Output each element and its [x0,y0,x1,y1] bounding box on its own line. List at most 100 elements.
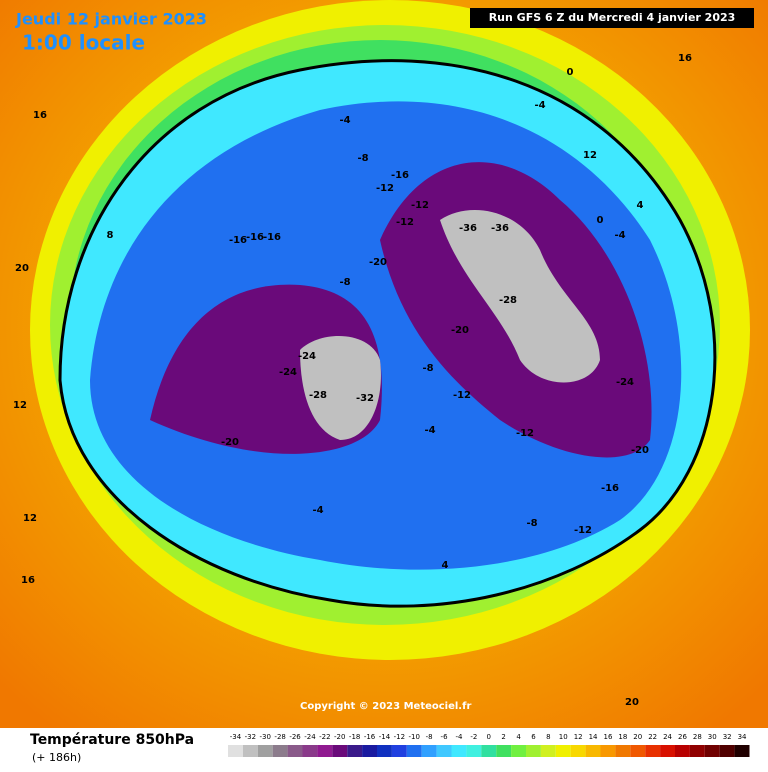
colorbar-tick-label: 34 [738,733,747,741]
contour-label: -20 [451,325,469,336]
colorbar-tick-label: 16 [603,733,612,741]
colorbar-tick-label: -8 [426,733,433,741]
colorbar-swatch [466,745,482,757]
colorbar-tick-label: -22 [319,733,330,741]
colorbar-swatch [451,745,467,757]
colorbar-tick-label: -14 [379,733,391,741]
contour-label: -24 [298,351,316,362]
colorbar-tick-label: -28 [274,733,285,741]
colorbar-swatch [585,745,601,757]
colorbar-tick-label: -4 [455,733,463,741]
colorbar-swatch [481,745,497,757]
contour-label: -12 [453,390,471,401]
colorbar-swatch [719,745,735,757]
colorbar-swatch [302,745,318,757]
colorbar-tick-label: 22 [648,733,657,741]
colorbar-swatch [391,745,407,757]
contour-label: 4 [442,560,449,571]
colorbar-tick-label: 8 [546,733,550,741]
colorbar-tick-label: -24 [304,733,316,741]
colorbar-tick-label: 30 [708,733,717,741]
colorbar-swatch [540,745,556,757]
run-info: Run GFS 6 Z du Mercredi 4 janvier 2023 [489,11,736,24]
colorbar-swatch [660,745,675,757]
contour-label: 8 [107,230,114,241]
colorbar-swatch [645,745,661,757]
colorbar-swatch [675,745,690,757]
colorbar-swatch [347,745,363,757]
contour-label: -36 [491,223,509,234]
contour-label: 0 [567,67,574,78]
colorbar-tick-label: 28 [693,733,702,741]
contour-label: -12 [396,217,414,228]
colorbar-swatch [600,745,616,757]
contour-label: -8 [526,518,537,529]
contour-label: -8 [357,153,368,164]
colorbar-swatch [630,745,646,757]
colorbar-tick-label: 10 [559,733,568,741]
contour-label: -4 [312,505,323,516]
colorbar-tick-label: 0 [487,733,491,741]
colorbar-tick-label: -10 [409,733,420,741]
colorbar-tick-label: 2 [501,733,505,741]
contour-label: -8 [339,277,350,288]
colorbar-tick-label: 24 [663,733,672,741]
colorbar-swatch [362,745,377,757]
colorbar-swatch [436,745,452,757]
colorbar-swatch [287,745,303,757]
contour-label: -12 [411,200,429,211]
extreme-cold-core [440,210,600,383]
colorbar-swatch [689,745,705,757]
contour-label: 20 [15,263,29,274]
contour-label: -8 [422,363,433,374]
colorbar-swatch [570,745,586,757]
contour-label: 12 [583,150,597,161]
colorbar-tick-label: -6 [441,733,449,741]
zero-isotherm [58,59,717,608]
colorbar-swatch [704,745,720,757]
colorbar-swatch [615,745,631,757]
contour-label: -4 [339,115,350,126]
colorbar-tick-label: -20 [334,733,345,741]
contour-label: -4 [534,100,545,111]
colorbar-swatch [511,745,526,757]
colorbar-swatch [317,745,333,757]
colorbar-tick-label: -12 [394,733,405,741]
colorbar-tick-label: 18 [618,733,627,741]
colorbar-tick-label: -30 [260,733,271,741]
contour-label: -16 [601,483,619,494]
contour-label: 16 [33,110,47,121]
contour-label: 12 [13,400,27,411]
colorbar-tick-label: 32 [723,733,732,741]
colorbar-swatch [257,745,273,757]
colorbar-tick-label: -18 [349,733,360,741]
colorbar-swatch [406,745,422,757]
colorbar-tick-label: -2 [470,733,477,741]
colorbar-tick-label: -26 [289,733,301,741]
contour-label: -4 [614,230,625,241]
colorbar-tick-label: 14 [589,733,598,741]
contour-label: -16 [391,170,409,181]
contour-label: -24 [616,377,634,388]
contour-label: 16 [21,575,35,586]
contour-label: -12 [574,525,592,536]
contour-label: -12 [376,183,394,194]
local-time: 1:00 locale [22,31,145,55]
colorbar-swatch [242,745,258,757]
colorbar-tick-label: -32 [245,733,256,741]
contour-label: 16 [678,53,692,64]
contour-label: 4 [637,200,644,211]
colorbar-tick-label: -16 [364,733,376,741]
contour-label: -36 [459,223,477,234]
contour-label: -4 [424,425,435,436]
colorbar-swatch [734,745,750,757]
colorbar-swatch [555,745,571,757]
colorbar-tick-label: -34 [230,733,242,741]
colorbar-swatch [377,745,392,757]
colorbar-swatch [332,745,348,757]
extreme-cold-core [300,336,381,440]
valid-date: Jeudi 12 janvier 2023 [15,10,207,29]
contour-label: -32 [356,393,374,404]
colorbar-tick-label: 20 [633,733,642,741]
